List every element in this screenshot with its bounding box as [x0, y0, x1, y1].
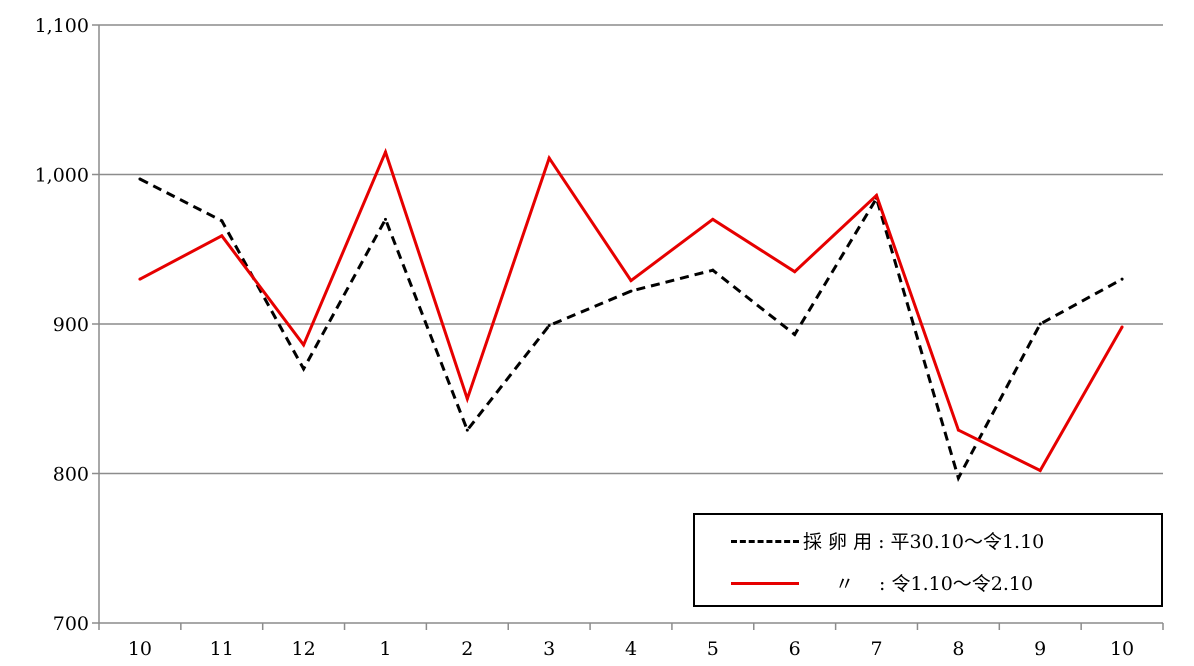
data-point — [302, 343, 306, 347]
x-tick-label: 3 — [543, 638, 555, 660]
data-point — [302, 367, 306, 371]
data-point — [547, 156, 551, 160]
data-point — [1120, 325, 1124, 329]
series-line-egg-2018-2019 — [139, 177, 1123, 482]
x-tick-label: 9 — [1034, 638, 1046, 660]
data-point — [1120, 277, 1124, 281]
data-point — [465, 428, 469, 432]
y-tick-label: 800 — [53, 464, 89, 486]
data-point — [711, 217, 715, 221]
data-point — [1038, 322, 1042, 326]
data-point — [138, 177, 142, 181]
x-tick-label: 7 — [870, 638, 882, 660]
x-tick-label: 10 — [1110, 638, 1134, 660]
data-point — [956, 476, 960, 480]
data-point — [711, 268, 715, 272]
y-tick-label: 1,000 — [35, 165, 89, 187]
x-tick-label: 1 — [379, 638, 391, 660]
x-tick-label: 6 — [789, 638, 801, 660]
x-tick-label: 4 — [625, 638, 637, 660]
data-point — [138, 277, 142, 281]
data-point — [220, 234, 224, 238]
data-point — [629, 289, 633, 293]
legend-label: 採 卵 用 : 平30.10～令1.10 — [803, 531, 1045, 553]
y-tick-label: 700 — [53, 613, 89, 635]
x-tick-label: 10 — [128, 638, 152, 660]
series-line-egg-2019-2020 — [139, 147, 1124, 473]
legend-item-egg-2018-2019: 採 卵 用 : 平30.10～令1.10 — [695, 523, 1161, 559]
x-tick-label: 11 — [210, 638, 234, 660]
data-point — [383, 217, 387, 221]
data-point — [1038, 469, 1042, 473]
data-point — [875, 193, 879, 197]
data-point — [220, 219, 224, 223]
y-tick-label: 1,100 — [35, 15, 89, 37]
x-tick-label: 2 — [461, 638, 473, 660]
x-tick-label: 8 — [952, 638, 964, 660]
data-point — [465, 397, 469, 401]
y-tick-label: 900 — [53, 314, 89, 336]
legend-swatch-solid — [731, 582, 799, 585]
x-tick-label: 12 — [292, 638, 316, 660]
x-tick-label: 5 — [707, 638, 719, 660]
data-point — [793, 332, 797, 336]
chart-legend: 採 卵 用 : 平30.10～令1.10 〃 : 令1.10～令2.10 — [693, 513, 1163, 607]
legend-swatch-dashed — [731, 540, 799, 543]
data-point — [956, 428, 960, 432]
data-point — [547, 323, 551, 327]
data-point — [793, 270, 797, 274]
legend-label: 〃 : 令1.10～令2.10 — [835, 573, 1034, 595]
legend-item-egg-2019-2020: 〃 : 令1.10～令2.10 — [695, 565, 1161, 601]
data-point — [383, 150, 387, 154]
data-point — [629, 279, 633, 283]
